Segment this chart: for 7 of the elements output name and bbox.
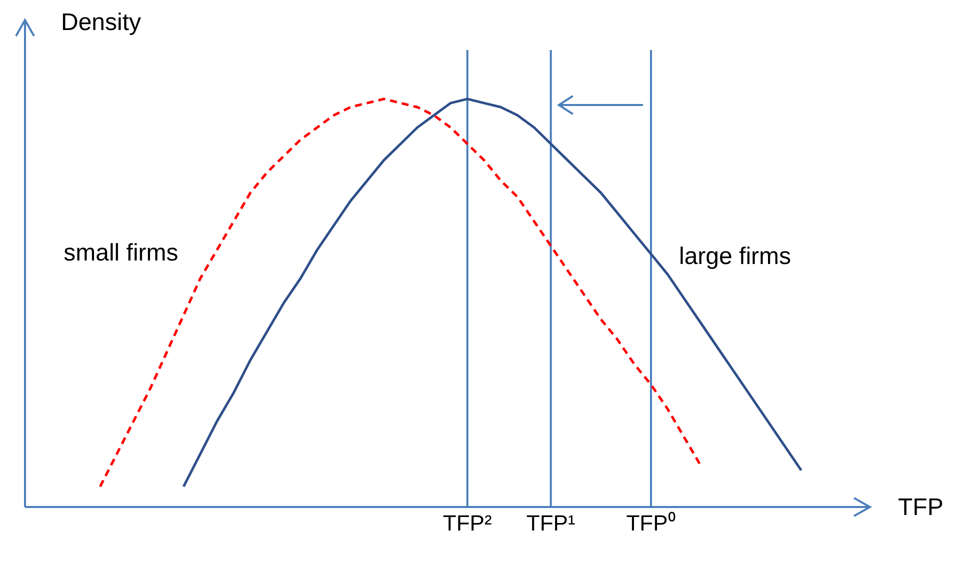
series-label: large firms bbox=[678, 243, 792, 270]
x-tick-label: TFP⁰ bbox=[626, 510, 676, 536]
x-axis-title: TFP bbox=[898, 494, 944, 521]
series-label: small firms bbox=[64, 240, 178, 266]
y-axis-title: Density bbox=[61, 9, 142, 36]
x-tick-label: TFP² bbox=[442, 510, 492, 536]
x-tick-label: TFP¹ bbox=[526, 510, 576, 536]
